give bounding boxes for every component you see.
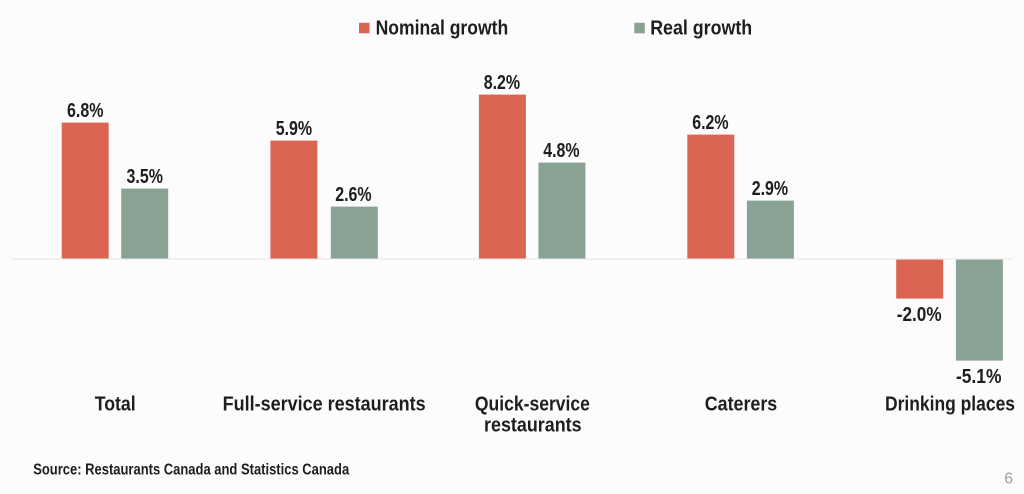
- svg-text:Source: Restaurants Canada and: Source: Restaurants Canada and Statistic…: [33, 461, 349, 478]
- svg-text:5.9%: 5.9%: [276, 118, 313, 140]
- svg-text:8.2%: 8.2%: [484, 72, 521, 94]
- svg-text:2.6%: 2.6%: [335, 184, 372, 206]
- svg-text:Quick-service: Quick-service: [475, 392, 590, 415]
- svg-text:3.5%: 3.5%: [127, 166, 164, 188]
- svg-text:Drinking places: Drinking places: [885, 392, 1015, 415]
- svg-text:6: 6: [1004, 470, 1013, 487]
- svg-text:-2.0%: -2.0%: [897, 304, 942, 326]
- svg-text:4.8%: 4.8%: [543, 140, 580, 162]
- svg-text:6.8%: 6.8%: [67, 100, 104, 122]
- svg-text:2.9%: 2.9%: [752, 178, 789, 200]
- svg-text:Nominal growth: Nominal growth: [376, 18, 509, 40]
- svg-text:Caterers: Caterers: [705, 392, 778, 415]
- svg-text:restaurants: restaurants: [484, 413, 582, 436]
- svg-text:Total: Total: [95, 392, 136, 415]
- svg-text:-5.1%: -5.1%: [956, 366, 1002, 388]
- svg-text:Full-service restaurants: Full-service restaurants: [223, 392, 426, 415]
- svg-text:Real growth: Real growth: [650, 18, 752, 40]
- svg-text:6.2%: 6.2%: [692, 112, 729, 134]
